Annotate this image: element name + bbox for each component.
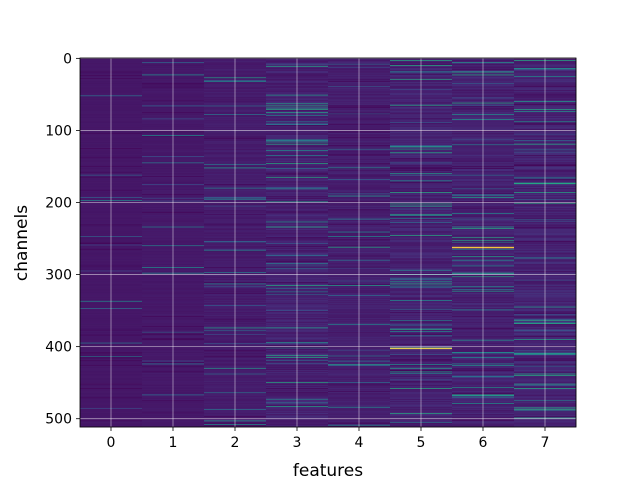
- y-tick-label: 400: [45, 340, 72, 356]
- x-tick-label: 1: [169, 435, 178, 451]
- y-axis-label: channels: [12, 205, 32, 281]
- axes-frame: [79, 57, 577, 428]
- x-axis-label: features: [293, 461, 363, 480]
- x-tick-label: 3: [293, 435, 302, 451]
- y-tick-label: 300: [45, 268, 72, 284]
- y-tick-label: 200: [45, 196, 72, 212]
- x-tick-label: 4: [355, 435, 364, 451]
- x-tick-label: 2: [231, 435, 240, 451]
- x-tick-label: 0: [107, 435, 116, 451]
- x-tick-label: 6: [479, 435, 488, 451]
- x-axis-ticks: 0 1 2 3 4 5 6 7: [107, 427, 550, 451]
- x-tick-label: 5: [417, 435, 426, 451]
- heatmap-cells: [80, 58, 577, 428]
- y-tick-label: 500: [45, 412, 72, 428]
- y-tick-label: 100: [45, 123, 72, 139]
- x-tick-label: 7: [541, 435, 550, 451]
- y-tick-label: 0: [63, 51, 72, 67]
- y-axis-ticks: 0 100 200 300 400 500: [45, 51, 80, 428]
